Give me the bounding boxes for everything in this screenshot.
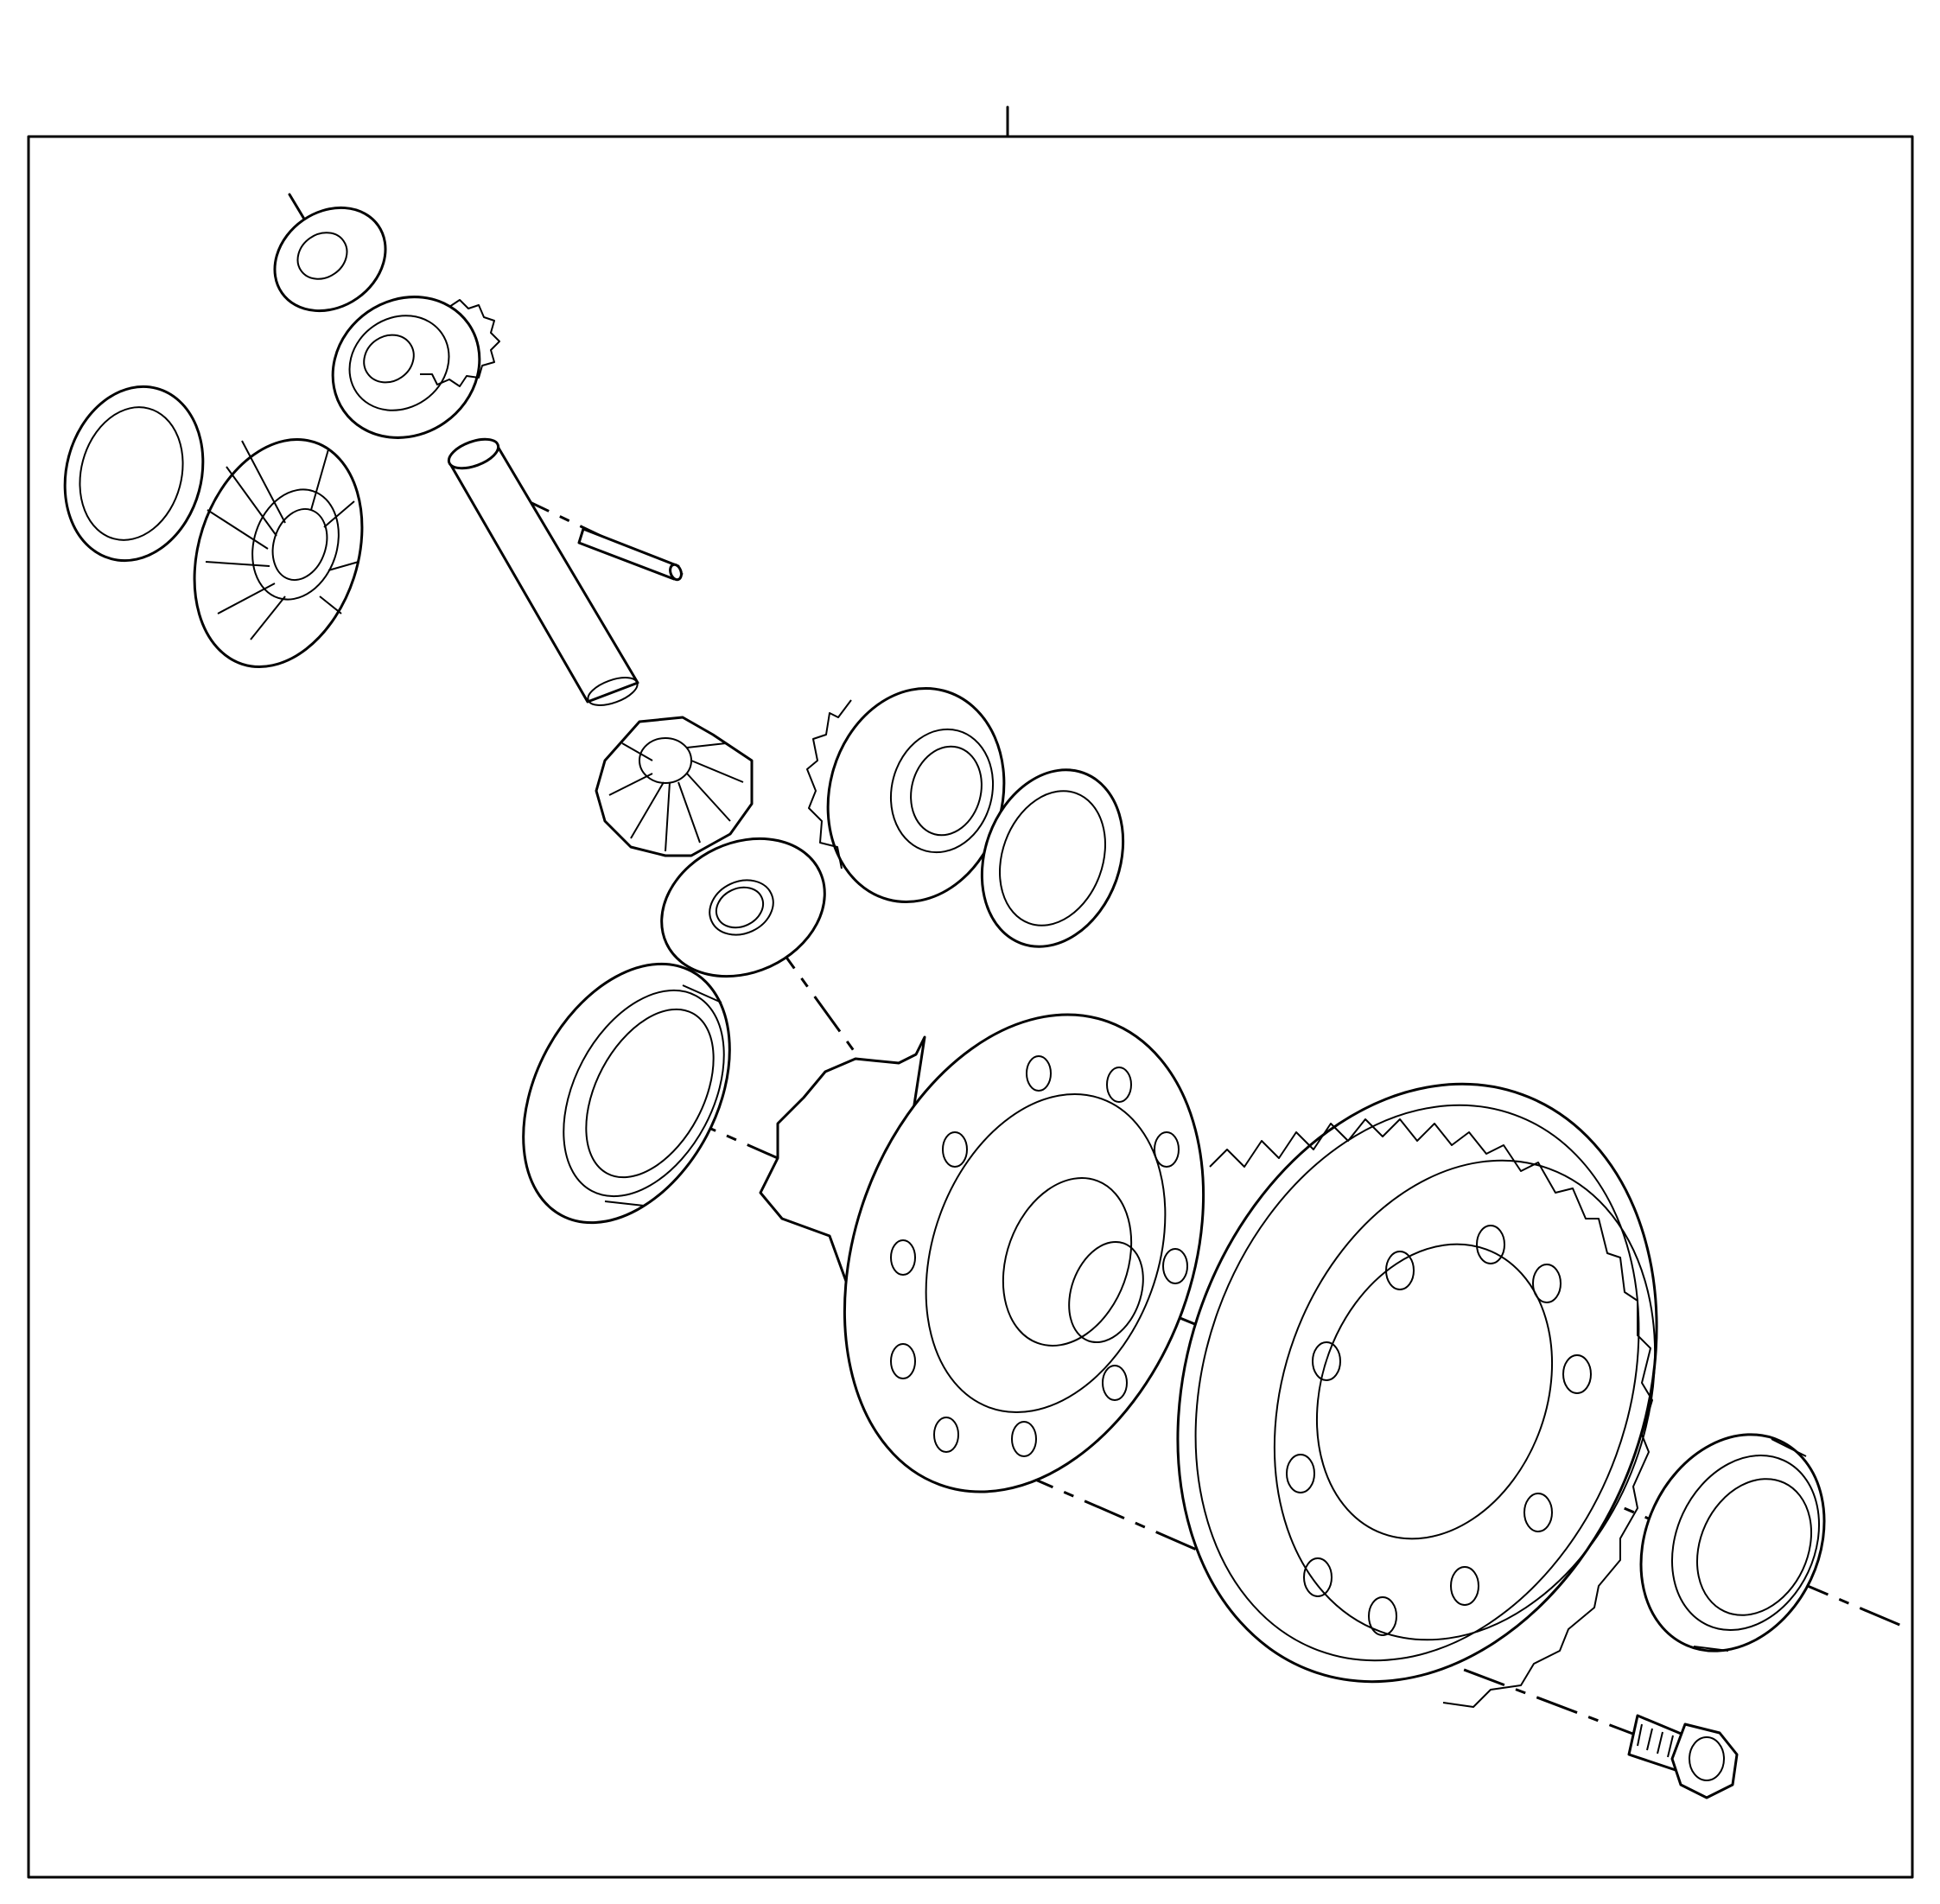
lock-pin	[577, 527, 683, 582]
ring-gear	[1176, 1082, 1658, 1708]
case-bolt-holes	[890, 1055, 1188, 1457]
thrust-washer-lower	[660, 837, 826, 978]
thrust-washer-upper	[273, 206, 387, 313]
bearing-left	[522, 962, 731, 1225]
assembly-frame	[27, 135, 1914, 1879]
pinion-gear-lower	[595, 716, 754, 857]
pinion-gear-upper	[331, 296, 500, 439]
bearing-right	[1639, 1433, 1826, 1652]
ring-gear-bolt	[1627, 1714, 1739, 1799]
ring-gear-bolt-holes	[1286, 1225, 1592, 1636]
side-gear-left	[193, 437, 364, 669]
pinion-shaft	[447, 437, 639, 706]
thrust-washer-right	[980, 768, 1125, 948]
differential-case	[759, 1013, 1205, 1493]
thrust-washer-left	[63, 385, 205, 563]
